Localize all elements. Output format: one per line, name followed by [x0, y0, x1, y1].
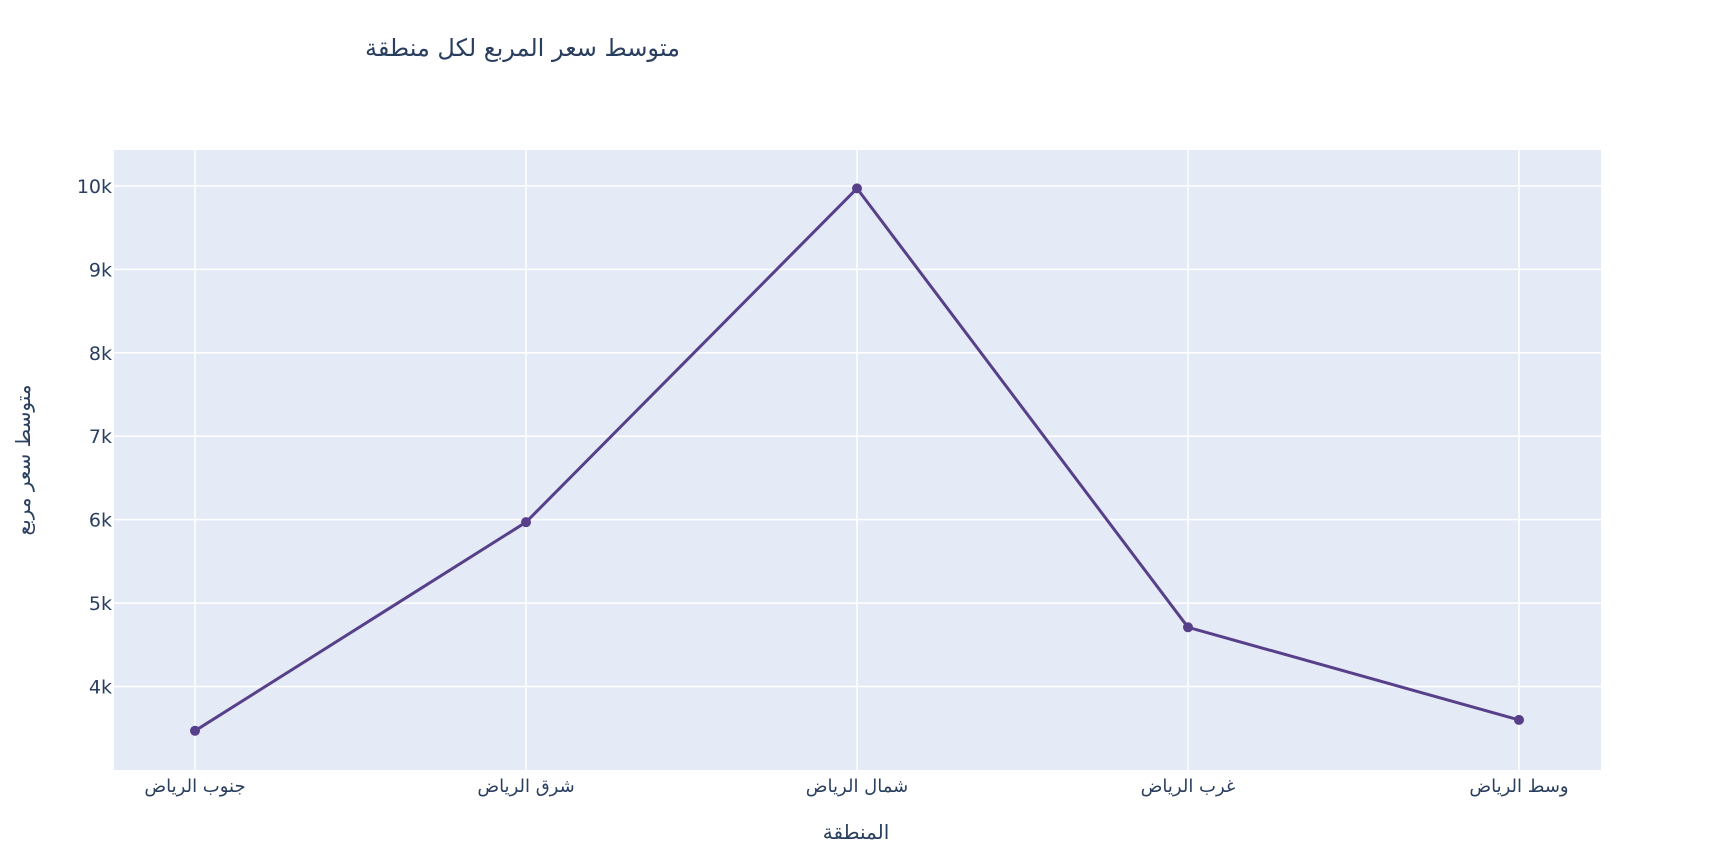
y-tick-label: 4k — [89, 677, 112, 699]
x-axis-title: المنطقة — [823, 820, 890, 844]
y-tick-label: 5k — [89, 593, 112, 615]
series-layer — [190, 183, 1524, 736]
data-point — [852, 183, 862, 194]
x-tick-label: غرب الرياض — [1141, 776, 1236, 797]
y-tick-label: 6k — [89, 510, 112, 532]
x-axis-ticks: جنوب الرياض شرق الرياض شمال الرياض غرب الري… — [144, 776, 1568, 797]
grid-lines — [114, 150, 1601, 770]
data-point — [1514, 714, 1524, 725]
chart-title: متوسط سعر المربع لكل منطقة — [365, 34, 680, 62]
data-point — [521, 517, 531, 528]
y-tick-label: 7k — [89, 426, 112, 448]
y-tick-label: 10k — [77, 176, 112, 198]
data-point — [1183, 622, 1193, 633]
y-tick-label: 9k — [89, 259, 112, 281]
y-axis-ticks: 4k 5k 6k 7k 8k 9k 10k — [77, 176, 112, 699]
data-point — [190, 725, 200, 736]
x-tick-label: شمال الرياض — [806, 776, 908, 797]
x-tick-label: وسط الرياض — [1469, 776, 1568, 797]
y-tick-label: 8k — [89, 343, 112, 365]
x-tick-label: جنوب الرياض — [144, 776, 245, 797]
x-tick-label: شرق الرياض — [477, 776, 574, 797]
y-axis-title: متوسط سعر مربع — [11, 385, 35, 536]
